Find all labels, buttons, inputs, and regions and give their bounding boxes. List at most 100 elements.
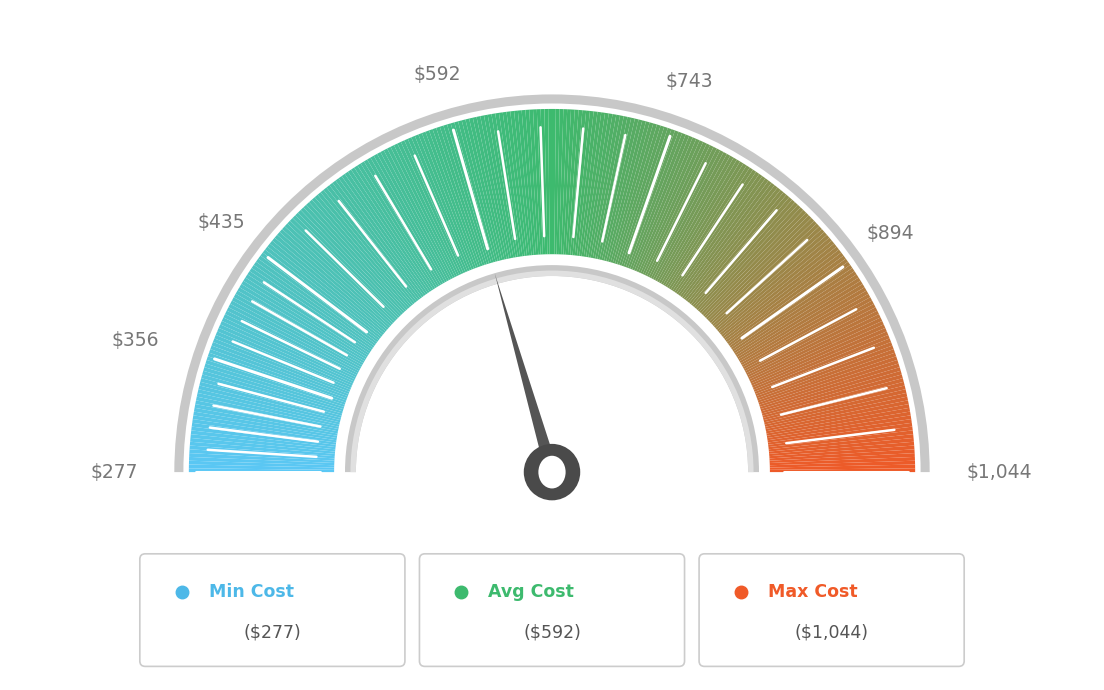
Wedge shape xyxy=(712,226,821,326)
Wedge shape xyxy=(708,218,814,322)
Wedge shape xyxy=(725,253,843,342)
Text: Avg Cost: Avg Cost xyxy=(488,583,574,601)
Wedge shape xyxy=(588,114,616,257)
Wedge shape xyxy=(747,310,879,377)
FancyBboxPatch shape xyxy=(420,554,684,667)
Wedge shape xyxy=(670,168,753,290)
Wedge shape xyxy=(591,115,620,258)
Wedge shape xyxy=(769,442,914,456)
Wedge shape xyxy=(767,415,911,440)
Wedge shape xyxy=(768,438,914,454)
Wedge shape xyxy=(368,157,443,284)
Wedge shape xyxy=(242,281,367,359)
Wedge shape xyxy=(433,128,482,266)
Wedge shape xyxy=(412,136,469,271)
Wedge shape xyxy=(740,287,867,363)
Wedge shape xyxy=(198,389,340,424)
Wedge shape xyxy=(235,290,363,365)
Wedge shape xyxy=(582,112,605,257)
Wedge shape xyxy=(606,120,646,262)
Wedge shape xyxy=(341,174,427,295)
Text: ($592): ($592) xyxy=(523,624,581,642)
Wedge shape xyxy=(206,356,346,405)
Wedge shape xyxy=(755,338,891,394)
Wedge shape xyxy=(267,244,383,337)
Wedge shape xyxy=(707,215,811,319)
Wedge shape xyxy=(439,126,487,265)
Wedge shape xyxy=(645,144,710,276)
Wedge shape xyxy=(283,226,392,326)
Wedge shape xyxy=(737,281,862,359)
Wedge shape xyxy=(769,449,914,461)
Wedge shape xyxy=(764,389,906,424)
Wedge shape xyxy=(758,356,898,405)
Wedge shape xyxy=(381,150,452,280)
Wedge shape xyxy=(174,95,930,472)
Wedge shape xyxy=(350,270,754,472)
Wedge shape xyxy=(764,386,905,422)
Wedge shape xyxy=(318,193,413,306)
Wedge shape xyxy=(193,411,337,438)
Wedge shape xyxy=(217,328,352,388)
Wedge shape xyxy=(675,172,760,293)
Wedge shape xyxy=(496,113,520,257)
Wedge shape xyxy=(741,290,869,365)
Text: $743: $743 xyxy=(666,72,713,91)
Wedge shape xyxy=(709,221,817,323)
Wedge shape xyxy=(762,371,902,413)
Wedge shape xyxy=(595,116,627,259)
Wedge shape xyxy=(200,382,341,420)
Wedge shape xyxy=(755,342,892,396)
Wedge shape xyxy=(698,202,798,312)
Wedge shape xyxy=(752,328,887,388)
Wedge shape xyxy=(751,324,885,386)
Wedge shape xyxy=(189,453,335,463)
Wedge shape xyxy=(484,115,513,258)
Wedge shape xyxy=(584,113,608,257)
Wedge shape xyxy=(514,110,531,255)
Wedge shape xyxy=(721,244,837,337)
Text: Min Cost: Min Cost xyxy=(209,583,294,601)
Wedge shape xyxy=(309,199,407,310)
Wedge shape xyxy=(320,190,415,304)
Ellipse shape xyxy=(539,456,565,489)
Wedge shape xyxy=(374,154,447,282)
Wedge shape xyxy=(194,408,338,436)
Wedge shape xyxy=(273,237,385,333)
Wedge shape xyxy=(232,297,361,369)
Wedge shape xyxy=(332,181,422,299)
Wedge shape xyxy=(361,161,439,287)
Wedge shape xyxy=(597,117,631,259)
Wedge shape xyxy=(672,170,756,292)
Wedge shape xyxy=(190,438,336,454)
Wedge shape xyxy=(450,122,493,263)
Wedge shape xyxy=(458,120,498,262)
Wedge shape xyxy=(447,124,491,264)
Wedge shape xyxy=(704,213,809,318)
Wedge shape xyxy=(549,109,552,254)
Wedge shape xyxy=(577,111,597,256)
Wedge shape xyxy=(630,133,686,270)
Wedge shape xyxy=(254,262,374,348)
Wedge shape xyxy=(735,275,859,355)
Wedge shape xyxy=(190,449,335,461)
Wedge shape xyxy=(544,109,550,254)
Wedge shape xyxy=(214,335,350,392)
Wedge shape xyxy=(766,408,910,436)
Wedge shape xyxy=(364,159,442,286)
Wedge shape xyxy=(194,404,338,433)
Wedge shape xyxy=(521,110,537,255)
Wedge shape xyxy=(736,277,861,357)
Wedge shape xyxy=(768,434,913,451)
Wedge shape xyxy=(245,275,369,355)
Wedge shape xyxy=(315,195,412,307)
Wedge shape xyxy=(336,178,424,297)
Wedge shape xyxy=(593,115,624,259)
Wedge shape xyxy=(624,129,675,267)
Wedge shape xyxy=(682,181,772,299)
Wedge shape xyxy=(724,250,841,340)
Wedge shape xyxy=(269,241,384,335)
Wedge shape xyxy=(711,224,819,324)
Wedge shape xyxy=(669,166,750,289)
Wedge shape xyxy=(745,304,875,373)
